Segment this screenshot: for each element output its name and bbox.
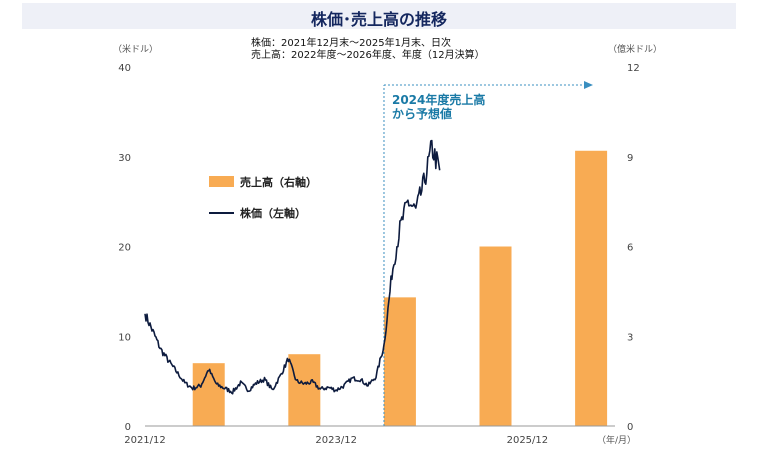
right-tick-label: 9 (627, 153, 633, 164)
forecast-arrowhead (584, 81, 593, 89)
sales-bar-2023 (288, 354, 321, 426)
legend-label-stock: 株価（左軸） (240, 206, 306, 220)
left-tick-label: 20 (118, 243, 131, 254)
chart-subtitle-stock: 株価：2021年12月末～2025年1月末、日次 (251, 38, 451, 49)
annotation-line2: から予想値 (392, 106, 452, 121)
sales-bar-2026 (575, 150, 608, 426)
right-tick-label: 3 (627, 332, 633, 343)
right-tick-label: 0 (627, 422, 633, 433)
sales-bar-2022 (192, 363, 225, 426)
left-tick-label: 0 (125, 422, 131, 433)
sales-bar-2024 (383, 297, 416, 426)
right-tick-label: 12 (627, 63, 640, 74)
chart-title: 株価･売上高の推移 (310, 10, 447, 29)
left-tick-label: 40 (118, 63, 131, 74)
x-tick-label: 2025/12 (507, 435, 549, 446)
x-axis-unit: （年/月） (597, 434, 636, 446)
title-bar: 株価･売上高の推移 (22, 3, 736, 29)
legend-label-sales: 売上高（右軸） (240, 175, 317, 189)
x-tick-label: 2021/12 (124, 435, 166, 446)
chart-subtitle-sales: 売上高：2022年度～2026年度、年度（12月決算） (251, 50, 485, 61)
right-axis-unit: （億米ドル） (608, 43, 662, 55)
right-tick-label: 6 (627, 243, 633, 254)
annotation-line1: 2024年度売上高 (392, 92, 485, 107)
legend-swatch-sales (209, 176, 234, 187)
sales-bar-2025 (479, 246, 512, 426)
stock-price-line (144, 139, 441, 395)
x-tick-label: 2023/12 (315, 435, 357, 446)
left-tick-label: 10 (118, 332, 131, 343)
left-tick-label: 30 (118, 153, 131, 164)
left-axis-unit: （米ドル） (113, 43, 158, 55)
